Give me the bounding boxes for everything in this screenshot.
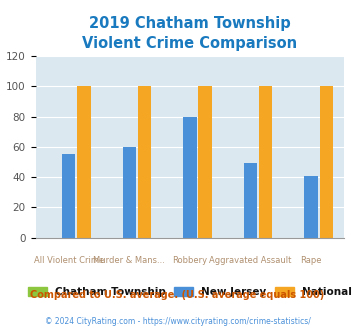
Title: 2019 Chatham Township
Violent Crime Comparison: 2019 Chatham Township Violent Crime Comp… <box>82 16 297 51</box>
Bar <box>123 147 136 238</box>
Text: Compared to U.S. average. (U.S. average equals 100): Compared to U.S. average. (U.S. average … <box>31 290 324 300</box>
Bar <box>304 176 318 238</box>
Bar <box>259 86 272 238</box>
Bar <box>198 86 212 238</box>
Bar <box>77 86 91 238</box>
Text: Murder & Mans...: Murder & Mans... <box>93 256 165 265</box>
Text: All Violent Crime: All Violent Crime <box>34 256 104 265</box>
Text: Rape: Rape <box>300 256 322 265</box>
Bar <box>320 86 333 238</box>
Bar <box>244 163 257 238</box>
Legend: Chatham Township, New Jersey, National: Chatham Township, New Jersey, National <box>24 283 355 301</box>
Text: © 2024 CityRating.com - https://www.cityrating.com/crime-statistics/: © 2024 CityRating.com - https://www.city… <box>45 317 310 326</box>
Text: Robbery: Robbery <box>173 256 207 265</box>
Bar <box>62 154 76 238</box>
Bar <box>183 116 197 238</box>
Text: Aggravated Assault: Aggravated Assault <box>209 256 292 265</box>
Bar <box>138 86 151 238</box>
